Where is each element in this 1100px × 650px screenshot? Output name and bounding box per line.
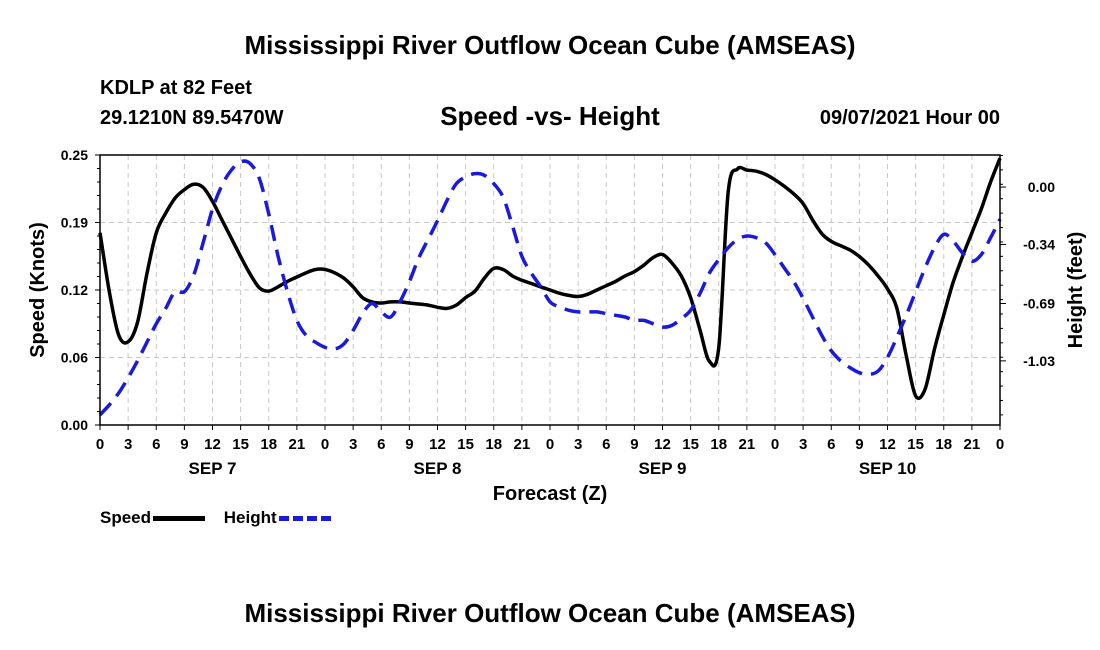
date-label: SEP 9 <box>639 459 687 478</box>
x-tick-label: 9 <box>630 436 638 453</box>
page-title: Mississippi River Outflow Ocean Cube (AM… <box>244 30 856 60</box>
x-tick-label: 12 <box>429 436 446 453</box>
y2-tick-label: -0.34 <box>1023 236 1055 252</box>
x-tick-label: 6 <box>602 436 610 453</box>
x-tick-label: 6 <box>377 436 385 453</box>
x-tick-label: 21 <box>514 436 531 453</box>
x-tick-label: 18 <box>710 436 727 453</box>
x-tick-label: 0 <box>321 436 329 453</box>
forecast-datetime: 09/07/2021 Hour 00 <box>819 107 1000 129</box>
chart-subtitle: Speed -vs- Height <box>440 101 660 131</box>
x-tick-label: 12 <box>204 436 221 453</box>
y-axis-label: Speed (Knots) <box>27 222 49 358</box>
y2-tick-label: 0.00 <box>1028 179 1055 195</box>
series-layer <box>98 157 1002 417</box>
x-axis-label: Forecast (Z) <box>493 483 607 505</box>
x-tick-label: 0 <box>96 436 104 453</box>
x-tick-label: 21 <box>964 436 981 453</box>
y-tick-label: 0.25 <box>61 147 88 163</box>
x-tick-label: 3 <box>349 436 357 453</box>
x-tick-label: 12 <box>654 436 671 453</box>
x-tick-label: 9 <box>180 436 188 453</box>
coordinates-label: 29.1210N 89.5470W <box>100 107 284 129</box>
y-tick-label: 0.19 <box>61 215 88 231</box>
x-tick-label: 0 <box>771 436 779 453</box>
x-tick-label: 15 <box>907 436 924 453</box>
y2-tick-label: -0.69 <box>1023 296 1055 312</box>
y-tick-label: 0.12 <box>61 282 88 298</box>
y-tick-label: 0.06 <box>61 350 88 366</box>
legend-speed-label: Speed <box>100 508 152 527</box>
station-label: KDLP at 82 Feet <box>100 77 252 99</box>
speed-height-chart: 0 3 6 9 12 15 18 21 0 3 6 9 12 15 18 21 0 3 6 9 12 15 18 21 0 3 6 9… <box>27 147 1087 505</box>
x-tick-label: 6 <box>152 436 160 453</box>
x-tick-label: 18 <box>485 436 502 453</box>
x-tick-label: 9 <box>855 436 863 453</box>
x-tick-label: 9 <box>405 436 413 453</box>
x-tick-label: 21 <box>739 436 756 453</box>
x-tick-label: 18 <box>935 436 952 453</box>
x-tick-label: 3 <box>799 436 807 453</box>
y-tick-label: 0.00 <box>61 417 88 433</box>
x-tick-label: 18 <box>260 436 277 453</box>
series-line-speed <box>98 157 1002 401</box>
x-tick-label: 6 <box>827 436 835 453</box>
x-tick-label: 21 <box>289 436 306 453</box>
date-label: SEP 10 <box>859 459 916 478</box>
date-label: SEP 8 <box>414 459 462 478</box>
axes: 0 3 6 9 12 15 18 21 0 3 6 9 12 15 18 21 0 3 6 9 12 15 18 21 0 3 6 9… <box>61 147 1055 478</box>
x-tick-label: 3 <box>124 436 132 453</box>
legend-height-label: Height <box>223 508 277 527</box>
x-tick-label: 15 <box>232 436 249 453</box>
series-line-height <box>98 159 1002 417</box>
y2-tick-label: -1.03 <box>1023 353 1055 369</box>
footer-title: Mississippi River Outflow Ocean Cube (AM… <box>244 598 856 628</box>
x-tick-label: 12 <box>879 436 896 453</box>
x-tick-label: 0 <box>546 436 554 453</box>
date-label: SEP 7 <box>189 459 237 478</box>
x-tick-label: 0 <box>996 436 1004 453</box>
legend-item-height: Height <box>224 508 331 528</box>
x-tick-label: 15 <box>682 436 699 453</box>
legend-height-swatch <box>278 515 331 521</box>
legend-speed-swatch <box>153 515 206 521</box>
y2-axis-label: Height (feet) <box>1065 232 1087 349</box>
x-tick-label: 15 <box>457 436 474 453</box>
legend-item-speed: Speed <box>100 508 206 528</box>
legend: Speed Height <box>100 508 345 528</box>
x-tick-label: 3 <box>574 436 582 453</box>
